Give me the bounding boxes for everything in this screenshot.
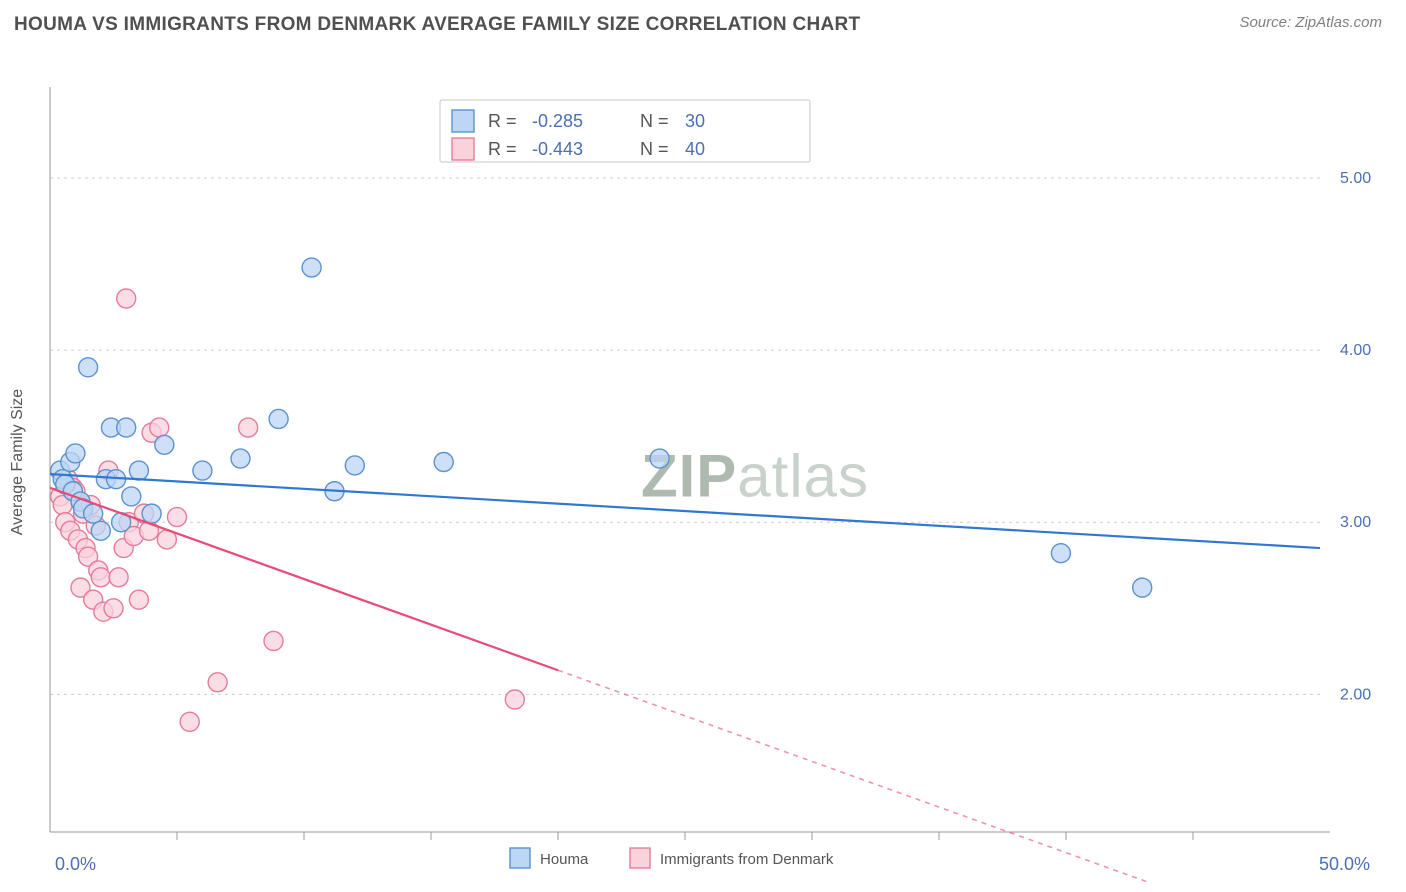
data-point bbox=[129, 461, 148, 480]
scatter-chart: 2.00 3.00 4.00 5.00 0.0% 50.0% Average Family … bbox=[0, 42, 1406, 882]
y-tick-label: 5.00 bbox=[1340, 170, 1371, 187]
legend-swatch bbox=[452, 138, 474, 160]
data-point bbox=[505, 690, 524, 709]
data-point bbox=[129, 590, 148, 609]
data-point bbox=[269, 409, 288, 428]
legend-r-value: -0.285 bbox=[532, 111, 583, 131]
legend-series-label: Immigrants from Denmark bbox=[660, 851, 834, 868]
data-point bbox=[155, 435, 174, 454]
data-point bbox=[1051, 544, 1070, 563]
x-end-label: 50.0% bbox=[1319, 854, 1370, 874]
x-start-label: 0.0% bbox=[55, 854, 96, 874]
data-point bbox=[117, 289, 136, 308]
data-point bbox=[66, 444, 85, 463]
legend-swatch bbox=[630, 848, 650, 868]
source-credit: Source: ZipAtlas.com bbox=[1239, 14, 1382, 31]
y-tick-label: 2.00 bbox=[1340, 686, 1371, 703]
data-point bbox=[84, 504, 103, 523]
legend-swatch bbox=[452, 110, 474, 132]
data-point bbox=[302, 258, 321, 277]
legend-series-label: Houma bbox=[540, 851, 589, 868]
y-axis-title: Average Family Size bbox=[9, 389, 26, 536]
legend-n-label: N = bbox=[640, 111, 669, 131]
data-point bbox=[650, 449, 669, 468]
data-point bbox=[180, 712, 199, 731]
data-point bbox=[150, 418, 169, 437]
chart-container: 2.00 3.00 4.00 5.00 0.0% 50.0% Average Family … bbox=[0, 42, 1406, 882]
data-point bbox=[239, 418, 258, 437]
data-point bbox=[142, 504, 161, 523]
data-point bbox=[264, 631, 283, 650]
legend-r-value: -0.443 bbox=[532, 139, 583, 159]
data-point bbox=[117, 418, 136, 437]
data-point bbox=[109, 568, 128, 587]
legend-r-label: R = bbox=[488, 139, 517, 159]
legend-n-label: N = bbox=[640, 139, 669, 159]
legend-n-value: 30 bbox=[685, 111, 705, 131]
legend-swatch bbox=[510, 848, 530, 868]
data-point bbox=[79, 358, 98, 377]
data-point bbox=[434, 453, 453, 472]
y-tick-label: 3.00 bbox=[1340, 514, 1371, 531]
data-point bbox=[1133, 578, 1152, 597]
data-point bbox=[104, 599, 123, 618]
data-point bbox=[168, 508, 187, 527]
legend-n-value: 40 bbox=[685, 139, 705, 159]
watermark: ZIPatlas bbox=[641, 442, 869, 509]
data-point bbox=[91, 568, 110, 587]
chart-title: HOUMA VS IMMIGRANTS FROM DENMARK AVERAGE… bbox=[14, 14, 860, 36]
data-point bbox=[193, 461, 212, 480]
legend-r-label: R = bbox=[488, 111, 517, 131]
data-point bbox=[345, 456, 364, 475]
data-point bbox=[122, 487, 141, 506]
data-point bbox=[231, 449, 250, 468]
y-tick-label: 4.00 bbox=[1340, 342, 1371, 359]
data-point bbox=[91, 521, 110, 540]
data-point bbox=[208, 673, 227, 692]
